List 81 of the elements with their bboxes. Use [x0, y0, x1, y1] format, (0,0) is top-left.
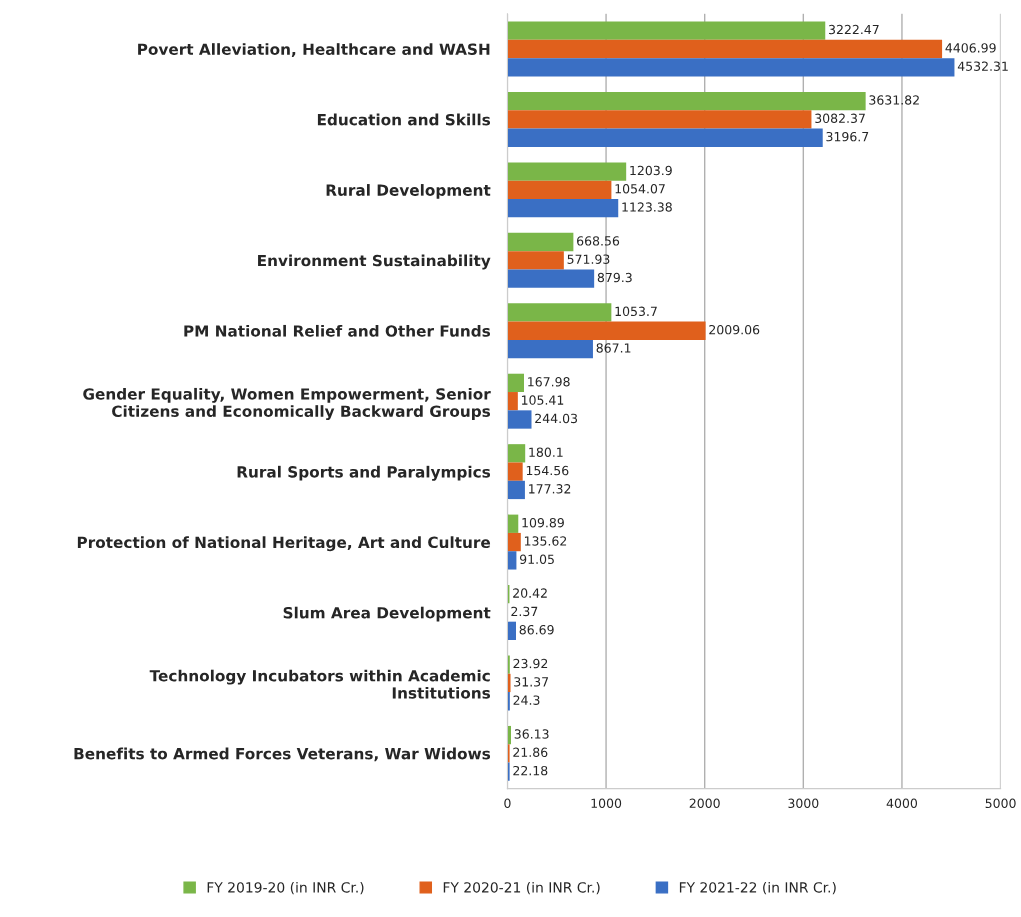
- bar: [507, 373, 524, 393]
- bar: [507, 480, 525, 500]
- x-tick-label: 3000: [788, 798, 819, 809]
- y-tick-label: Benefits to Armed Forces Veterans, War Widows: [74, 747, 491, 762]
- x-tick-label: 5000: [985, 798, 1016, 809]
- bar: [507, 444, 526, 463]
- data-label: 1054.07: [615, 184, 665, 194]
- legend-label: FY 2019-20 (in INR Cr.): [207, 881, 364, 895]
- data-label: 20.42: [513, 588, 547, 598]
- y-tick-label: Education and Skills: [317, 113, 491, 126]
- bar: [507, 21, 826, 40]
- data-label: 668.56: [577, 236, 620, 246]
- bar: [507, 392, 518, 411]
- data-label: 21.86: [513, 747, 548, 758]
- data-label: 2.37: [511, 606, 538, 617]
- data-label: 167.98: [528, 377, 570, 387]
- bar: [507, 551, 517, 570]
- data-label: 1123.38: [622, 202, 672, 212]
- y-tick-label: Povert Alleviation, Healthcare and WASH: [138, 43, 490, 57]
- data-label: 2009.06: [709, 324, 760, 335]
- x-tick-label: 1000: [591, 798, 622, 809]
- y-tick-label: Protection of National Heritage, Art and Culture: [77, 536, 491, 552]
- y-tick-label: PM National Relief and Other Funds: [184, 324, 491, 337]
- data-label: 1203.9: [630, 165, 672, 176]
- bar: [507, 410, 532, 429]
- bar: [507, 110, 812, 129]
- bar: [507, 251, 564, 270]
- data-label: 180.1: [529, 447, 563, 457]
- bar: [507, 232, 574, 252]
- bar: [507, 762, 510, 781]
- bar: [507, 199, 619, 218]
- bar: [507, 303, 612, 322]
- data-label: 154.56: [526, 465, 569, 476]
- x-tick-label: 2000: [689, 798, 720, 809]
- data-label: 135.62: [524, 536, 567, 546]
- data-label: 22.18: [513, 765, 548, 776]
- data-label: 571.93: [567, 254, 610, 264]
- y-tick-label: Rural Sports and Paralympics: [237, 465, 491, 481]
- data-label: 86.69: [519, 625, 554, 635]
- data-label: 3222.47: [829, 24, 879, 35]
- data-label: 3082.37: [815, 113, 865, 124]
- data-label: 4532.31: [957, 61, 1008, 71]
- data-label: 3631.82: [869, 95, 919, 105]
- data-label: 4406.99: [945, 43, 996, 53]
- y-tick-label: Technology Incubators within Academic Institutions: [149, 669, 491, 699]
- bar: [507, 744, 510, 763]
- legend-label: FY 2021-22 (in INR Cr.): [679, 881, 836, 895]
- data-label: 3196.7: [826, 131, 869, 142]
- x-tick-label: 4000: [886, 798, 918, 809]
- bar: [507, 91, 866, 111]
- data-label: 879.3: [597, 272, 632, 283]
- bar: [507, 58, 955, 77]
- bar: [507, 180, 612, 200]
- bar: [507, 339, 593, 359]
- data-label: 177.32: [529, 484, 571, 494]
- data-label: 1053.7: [615, 306, 657, 317]
- y-tick-label: Slum Area Development: [283, 606, 491, 622]
- bar: [507, 39, 943, 59]
- data-label: 36.13: [514, 729, 549, 739]
- bar: [507, 128, 823, 147]
- data-label: 105.41: [521, 395, 564, 405]
- data-label: 867.1: [596, 343, 631, 353]
- legend-label: FY 2020-21 (in INR Cr.): [443, 881, 600, 895]
- bar: [507, 162, 627, 181]
- data-label: 91.05: [519, 554, 554, 565]
- data-label: 23.92: [513, 658, 548, 669]
- bar: [507, 462, 523, 481]
- bar: [507, 621, 516, 640]
- y-tick-label: Environment Sustainability: [258, 254, 491, 270]
- data-label: 31.37: [514, 677, 549, 687]
- data-label: 244.03: [535, 413, 578, 424]
- bar: [507, 532, 521, 552]
- y-tick-label: Gender Equality, Women Empowerment, Senior Citizens and Economically Backward Groups: [83, 387, 491, 421]
- bar: [507, 321, 706, 340]
- x-tick-label: 0: [504, 798, 511, 809]
- bar: [507, 269, 595, 288]
- data-label: 109.89: [522, 517, 564, 528]
- bar: [507, 673, 511, 693]
- data-label: 24.3: [513, 695, 540, 705]
- bar: [507, 514, 519, 533]
- y-tick-label: Rural Development: [326, 184, 491, 199]
